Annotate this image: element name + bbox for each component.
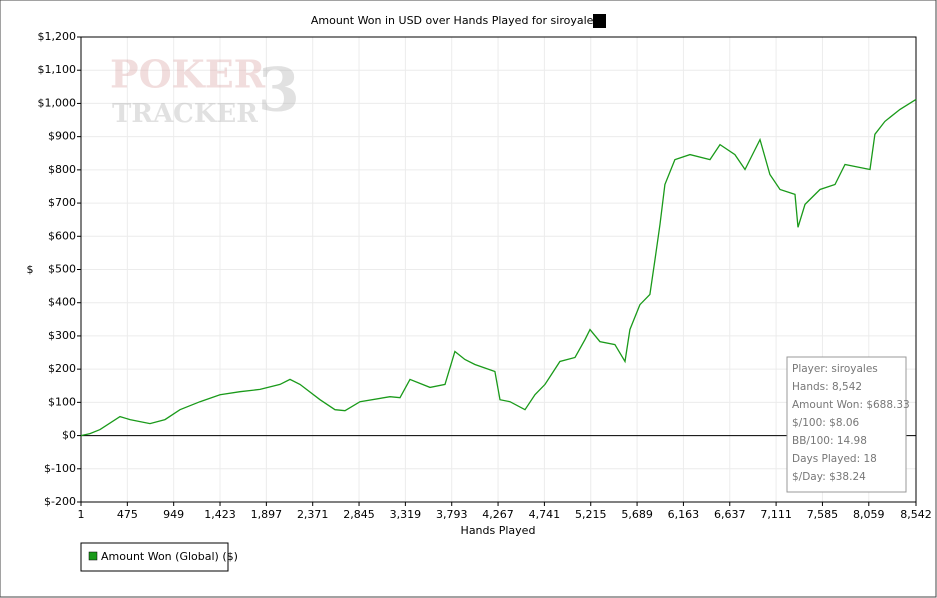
info-line: $/100: $8.06: [792, 417, 860, 429]
x-tick-label: 3,319: [390, 508, 422, 521]
x-tick-label: 7,585: [807, 508, 839, 521]
x-axis-label: Hands Played: [461, 524, 536, 537]
y-tick-label: $600: [48, 229, 76, 242]
info-box-frame: [786, 356, 907, 493]
plot-area: [80, 36, 917, 503]
y-tick-label: $0: [62, 429, 76, 442]
info-line: Player: siroyales: [792, 363, 878, 375]
info-line: Amount Won: $688.33: [792, 399, 910, 411]
y-tick-label: $1,200: [38, 30, 77, 43]
y-tick-label: $1,100: [38, 63, 77, 76]
info-box: Player: siroyales Hands: 8,542 Amount Won:…: [786, 356, 910, 493]
x-tick-label: 7,111: [760, 508, 792, 521]
y-tick-label: $300: [48, 329, 76, 342]
y-tick-label: $400: [48, 296, 76, 309]
x-tick-label: 2,845: [343, 508, 375, 521]
y-tick-label: $-200: [44, 495, 76, 508]
y-tick-label: $900: [48, 130, 76, 143]
info-line: Hands: 8,542: [792, 381, 862, 393]
info-line: Days Played: 18: [792, 453, 877, 465]
series-line: [80, 98, 917, 437]
legend-label: Amount Won (Global) ($): [101, 550, 238, 563]
title-icon: [593, 14, 606, 28]
x-tick-label: 475: [117, 508, 138, 521]
x-tick-label: 1,423: [204, 508, 236, 521]
x-tick-label: 1: [78, 508, 85, 521]
x-tick-label: 5,215: [575, 508, 607, 521]
y-tick-label: $100: [48, 395, 76, 408]
watermark: 3: [258, 56, 300, 126]
y-tick-label: $700: [48, 196, 76, 209]
x-tick-label: 4,741: [529, 508, 561, 521]
x-tick-label: 949: [163, 508, 184, 521]
x-tick-label: 1,897: [251, 508, 283, 521]
watermark: POKER: [110, 52, 266, 97]
x-tick-label: 2,371: [297, 508, 329, 521]
x-tick-label: 5,689: [621, 508, 653, 521]
legend: Amount Won (Global) ($): [80, 542, 238, 572]
info-line: BB/100: 14.98: [792, 435, 867, 447]
info-line: $/Day: $38.24: [792, 471, 866, 483]
y-tick-label: $200: [48, 362, 76, 375]
y-tick-label: $800: [48, 163, 76, 176]
x-tick-label: 8,542: [900, 508, 932, 521]
chart-title: Amount Won in USD over Hands Played for …: [311, 14, 600, 27]
y-tick-label: $500: [48, 263, 76, 276]
legend-swatch: [88, 551, 98, 561]
x-tick-label: 6,637: [714, 508, 746, 521]
y-tick-label: $-100: [44, 462, 76, 475]
x-tick-label: 8,059: [853, 508, 885, 521]
x-tick-label: 4,267: [482, 508, 514, 521]
x-tick-label: 3,793: [436, 508, 468, 521]
y-tick-label: $1,000: [38, 96, 77, 109]
watermark: TRACKER: [112, 99, 258, 129]
legend-frame: [80, 542, 229, 572]
y-axis-label: $: [27, 263, 34, 276]
plot-border: [80, 36, 917, 503]
x-tick-label: 6,163: [668, 508, 700, 521]
